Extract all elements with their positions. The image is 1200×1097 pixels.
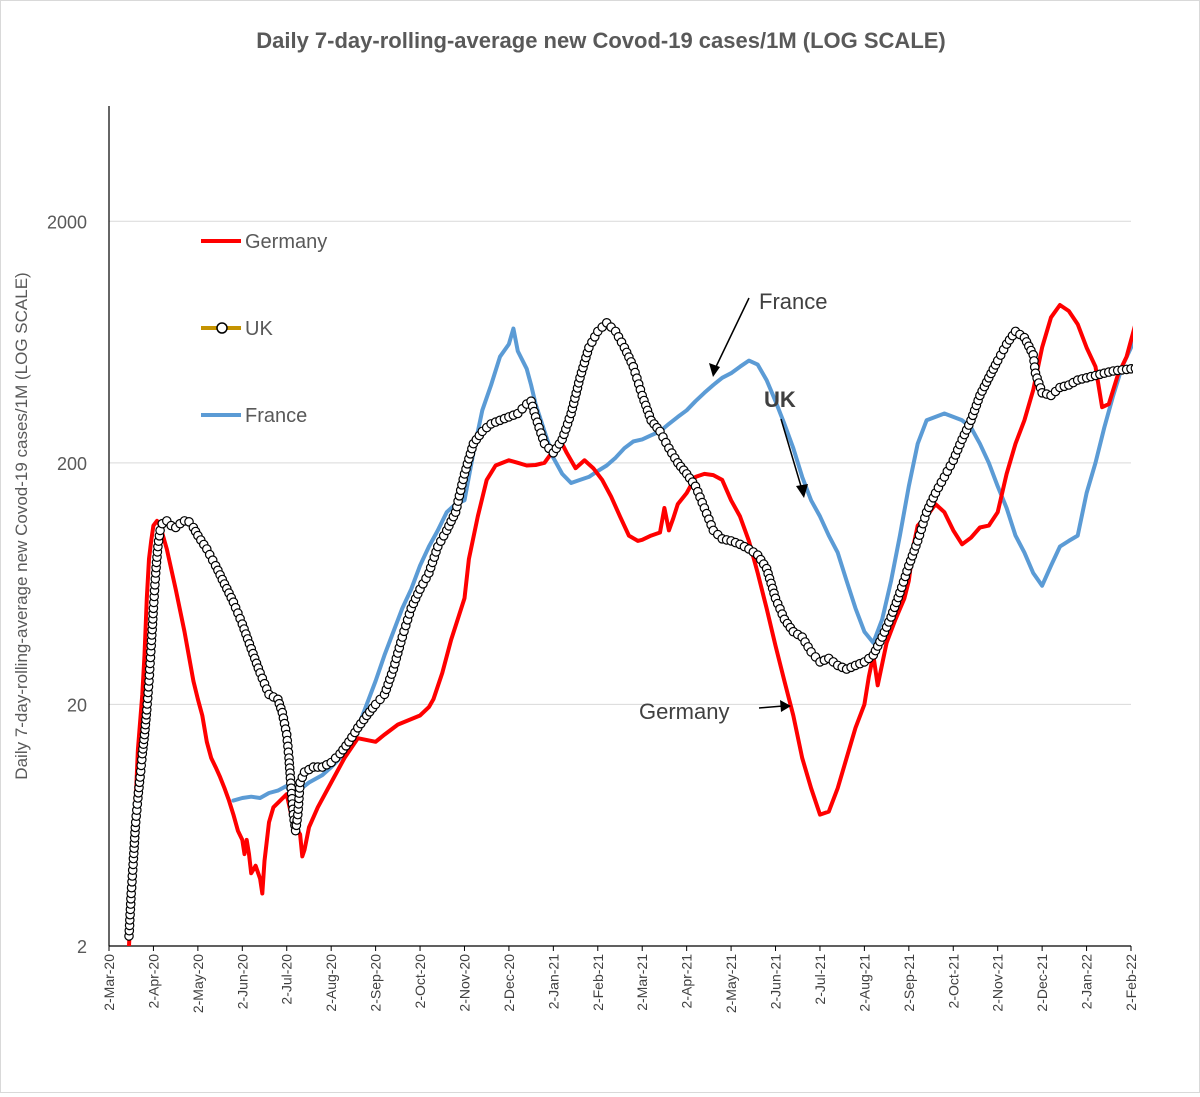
annotations: France UK Germany <box>639 289 827 724</box>
x-tick-label: 2-Oct-21 <box>945 954 961 1009</box>
series-layer <box>124 303 1179 946</box>
annotation-france-label: France <box>759 289 827 314</box>
annotation-germany-arrow <box>758 705 784 709</box>
x-tick-label: 2-Aug-20 <box>323 954 339 1012</box>
series-germany <box>127 303 1133 946</box>
x-tick-label: 2-May-20 <box>190 954 206 1013</box>
y-tick-label: 2000 <box>47 212 87 232</box>
x-tick-label: 2-Feb-22 <box>1123 954 1139 1011</box>
x-tick-label: 2-Aug-21 <box>856 954 872 1012</box>
annotation-uk-arrow <box>780 418 804 494</box>
y-axis-label: Daily 7-day-rolling-average new Covod-19… <box>12 272 31 779</box>
annotation-france-arrowhead <box>709 363 720 377</box>
chart-title: Daily 7-day-rolling-average new Covod-19… <box>256 28 946 53</box>
uk-data-point <box>1167 358 1175 366</box>
legend-uk-marker <box>216 322 228 334</box>
uk-data-point <box>1154 362 1162 370</box>
x-tick-label: 2-Feb-21 <box>590 954 606 1011</box>
y-tick-label: 200 <box>57 454 87 474</box>
uk-data-point <box>1130 364 1133 373</box>
annotation-germany-label: Germany <box>639 699 729 724</box>
uk-data-point <box>1162 359 1170 367</box>
x-tick-label: 2-Mar-20 <box>101 954 117 1011</box>
legend-uk-label: UK <box>245 318 273 340</box>
uk-data-point <box>1158 360 1166 368</box>
uk-data-point <box>1136 364 1144 372</box>
legend-germany-label: Germany <box>245 231 327 253</box>
x-tick-label: 2-Dec-20 <box>501 954 517 1012</box>
annotation-germany-arrowhead <box>780 700 791 712</box>
series-line-germany <box>127 303 1133 946</box>
series-line-france <box>231 326 1133 803</box>
annotation-uk-arrowhead <box>796 484 808 498</box>
uk-data-point <box>1145 363 1153 371</box>
x-tick-label: 2-Jul-21 <box>812 954 828 1005</box>
y-tick-label: 2 <box>77 937 87 957</box>
x-tick-label: 2-Nov-21 <box>990 954 1006 1012</box>
legend-france-label: France <box>245 405 307 427</box>
uk-data-point <box>1171 357 1179 365</box>
x-tick-label: 2-May-21 <box>723 954 739 1013</box>
x-tick-label: 2-Nov-20 <box>456 954 472 1012</box>
annotation-uk-label: UK <box>764 387 796 412</box>
uk-data-point <box>1149 363 1157 371</box>
gridlines <box>109 220 1131 705</box>
x-tick-label: 2-Mar-21 <box>634 954 650 1011</box>
x-tick-label: 2-Apr-21 <box>679 954 695 1009</box>
x-tick-label: 2-Apr-20 <box>145 954 161 1009</box>
annotation-france-arrow <box>712 297 750 374</box>
x-tick-label: 2-Jul-20 <box>279 954 295 1005</box>
legend: Germany UK France <box>201 231 327 427</box>
x-tick-label: 2-Sep-20 <box>368 954 384 1012</box>
x-tick-label: 2-Jan-22 <box>1079 954 1095 1009</box>
x-tick-label: 2-Jun-20 <box>234 954 250 1009</box>
x-tick-label: 2-Dec-21 <box>1034 954 1050 1012</box>
axes: 2 20 200 2000 2-Mar-20 2-Apr-20 2-May-20 2-Jun-… <box>47 106 1139 1013</box>
x-tick-label: 2-Oct-20 <box>412 954 428 1009</box>
uk-data-point <box>1140 363 1148 371</box>
x-tick-label: 2-Sep-21 <box>901 954 917 1012</box>
series-france <box>231 326 1133 803</box>
x-tick-label: 2-Jun-21 <box>768 954 784 1009</box>
series-uk <box>124 317 1179 941</box>
y-tick-label: 20 <box>67 695 87 715</box>
x-tick-label: 2-Jan-21 <box>545 954 561 1009</box>
